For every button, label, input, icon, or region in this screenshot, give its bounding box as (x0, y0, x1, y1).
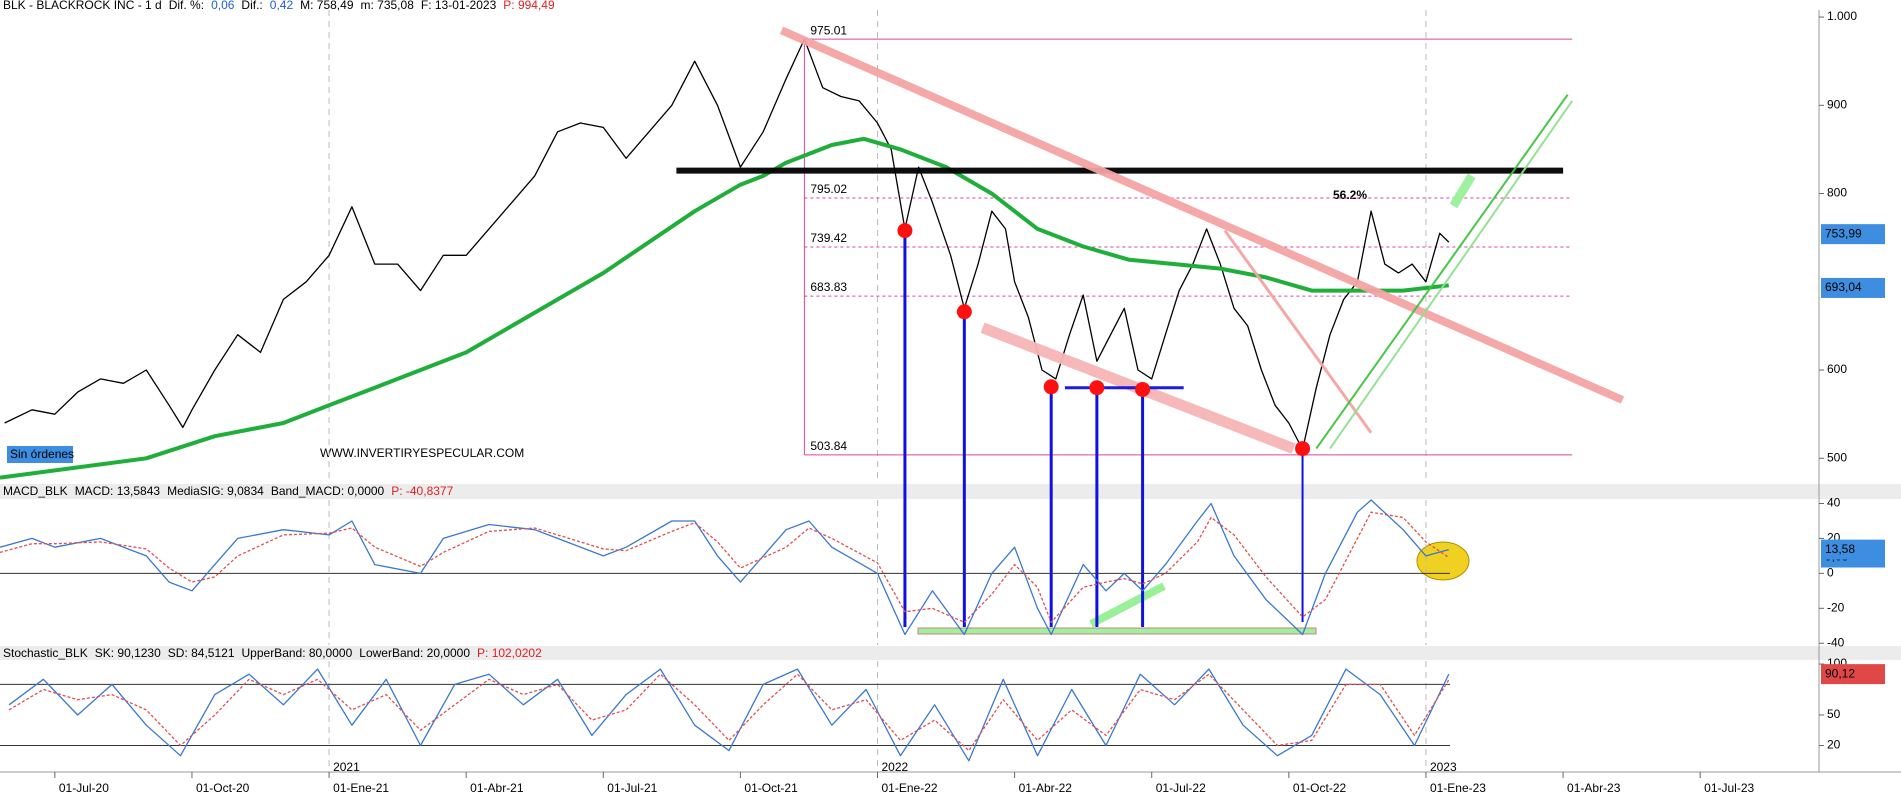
header-item: M: 758,49 (300, 0, 354, 12)
trend-line (779, 26, 1625, 404)
year-label: 2021 (333, 760, 360, 774)
x-tick-label: 01-Oct-22 (1293, 781, 1347, 795)
value-box (1821, 224, 1885, 245)
value-box-label: 753,99 (1825, 226, 1862, 240)
trend-line (1329, 100, 1574, 450)
fib-label: 739.42 (810, 231, 847, 245)
header-item: MediaSIG: 9,0834 (167, 484, 264, 498)
y-tick-label: 1.000 (1827, 9, 1857, 23)
x-tick-label: 01-Oct-20 (196, 781, 250, 795)
y-tick-label: -40 (1827, 635, 1845, 649)
header-item: P: -40,8377 (391, 484, 453, 498)
status-box (7, 446, 73, 463)
series-line (8, 673, 1450, 752)
header-item: SD: 84,5121 (168, 646, 235, 660)
fib-label: 975.01 (810, 23, 847, 37)
value-box (1821, 664, 1885, 685)
x-tick-label: 01-Ene-21 (333, 781, 389, 795)
pivot-marker (897, 223, 913, 239)
fib-label: 503.84 (810, 439, 847, 453)
x-tick-label: 01-Oct-21 (744, 781, 798, 795)
watermark: WWW.INVERTIRYESPECULAR.COM (320, 446, 524, 460)
percent-annotation: 56.2% (1333, 188, 1367, 202)
status-text: Sin órdenes (10, 447, 74, 461)
trend-line (1449, 173, 1476, 209)
header-item: 0,06 (211, 0, 235, 12)
fib-label: 795.02 (810, 182, 847, 196)
trend-line (1223, 229, 1373, 434)
header-item: UpperBand: 80,0000 (242, 646, 353, 660)
header-item: BLK - BLACKROCK INC - 1 d (3, 0, 162, 12)
y-tick-label: 50 (1827, 707, 1841, 721)
pivot-marker (1089, 380, 1105, 396)
value-box (1821, 539, 1885, 560)
panel-header: Stochastic_BLK SK: 90,1230 SD: 84,5121 Uppe… (3, 646, 542, 660)
pivot-marker (1135, 381, 1151, 397)
header-item: Dif.: (241, 0, 262, 12)
header-item: Band_MACD: 0,0000 (271, 484, 385, 498)
series-line (0, 499, 1449, 636)
x-tick-label: 01-Jul-22 (1156, 781, 1206, 795)
pivot-marker (1295, 441, 1311, 457)
x-tick-label: 01-Jul-20 (59, 781, 109, 795)
y-tick-label: -20 (1827, 600, 1845, 614)
year-label: 2023 (1430, 760, 1457, 774)
panel-header: MACD_BLK MACD: 13,5843 MediaSIG: 9,0834 Ban… (3, 484, 454, 498)
y-tick-label: 800 (1827, 186, 1847, 200)
x-tick-label: 01-Ene-22 (882, 781, 938, 795)
series-line (8, 668, 1450, 762)
x-tick-label: 01-Abr-22 (1019, 781, 1073, 795)
header-item: MACD: 13,5843 (75, 484, 161, 498)
y-tick-label: 900 (1827, 97, 1847, 111)
series-line (0, 136, 1450, 480)
y-tick-label: 0 (1827, 566, 1834, 580)
x-tick-label: 01-Abr-21 (470, 781, 524, 795)
header-item: MACD_BLK (3, 484, 68, 498)
header-item: LowerBand: 20,0000 (359, 646, 470, 660)
value-box (1821, 277, 1885, 298)
value-box-label: 90,12 (1825, 666, 1855, 680)
header-item: 0,42 (270, 0, 294, 12)
highlight-ellipse (1416, 541, 1470, 581)
x-tick-label: 01-Ene-23 (1430, 781, 1486, 795)
value-box-label: 13,58 (1825, 542, 1855, 556)
header-item: Stochastic_BLK (3, 646, 88, 660)
x-tick-label: 01-Abr-23 (1567, 781, 1621, 795)
header-item: P: 994,49 (503, 0, 555, 12)
series-line (0, 511, 1450, 623)
panel-header: BLK - BLACKROCK INC - 1 d Dif. %: 0,06 Dif.… (3, 0, 555, 12)
divergence-band (917, 627, 1317, 635)
pivot-marker (1043, 379, 1059, 395)
x-tick-label: 01-Jul-21 (607, 781, 657, 795)
y-tick-label: 600 (1827, 362, 1847, 376)
year-label: 2022 (882, 760, 909, 774)
x-tick-label: 01-Jul-23 (1704, 781, 1754, 795)
fib-label: 683.83 (810, 280, 847, 294)
header-item: Dif. %: (169, 0, 204, 12)
header-item: SK: 90,1230 (95, 646, 161, 660)
series-line (4, 38, 1450, 451)
divergence-arrow (1089, 582, 1166, 628)
panel-separator (0, 646, 1901, 660)
value-box-label: 693,04 (1825, 280, 1862, 294)
y-tick-label: 20 (1827, 738, 1841, 752)
y-tick-label: 40 (1827, 496, 1841, 510)
header-item: F: 13-01-2023 (421, 0, 497, 12)
header-item: m: 735,08 (361, 0, 415, 12)
y-tick-label: 500 (1827, 450, 1847, 464)
header-item: P: 102,0202 (477, 646, 542, 660)
pivot-marker (956, 304, 972, 320)
panel-separator (0, 484, 1901, 499)
trend-line (1315, 94, 1569, 450)
